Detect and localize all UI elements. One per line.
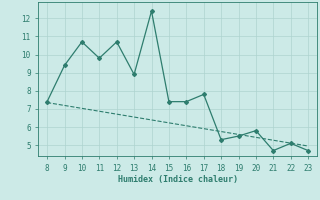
X-axis label: Humidex (Indice chaleur): Humidex (Indice chaleur) [118, 175, 238, 184]
